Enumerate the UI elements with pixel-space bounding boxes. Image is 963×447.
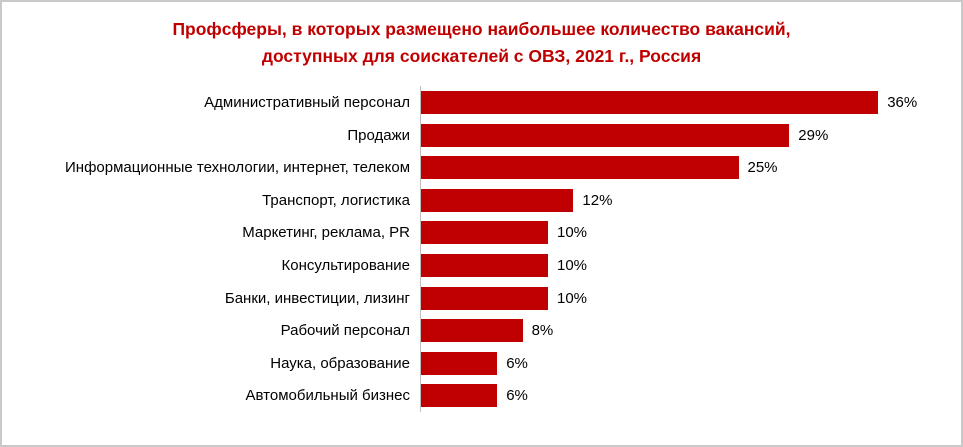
chart-row: Маркетинг, реклама, PR 10% — [2, 216, 961, 250]
category-label: Консультирование — [281, 257, 410, 275]
category-label: Административный персонал — [204, 94, 410, 112]
value-label: 6% — [506, 354, 528, 372]
value-label: 25% — [747, 159, 778, 177]
chart-rows: Административный персонал 36% Продажи 29% Ин… — [2, 86, 961, 413]
bar-area: 12% — [420, 184, 961, 217]
bar-area: 10% — [420, 249, 961, 282]
chart-title: Профсферы, в которых размещено наибольше… — [172, 19, 791, 67]
category-label: Наука, образование — [270, 354, 410, 372]
bar — [421, 254, 548, 278]
value-label: 6% — [506, 387, 528, 405]
bar-area: 29% — [420, 118, 961, 152]
bar-area: 10% — [420, 216, 961, 250]
chart-row: Банки, инвестиции, лизинг 10% — [2, 281, 961, 315]
bar-area: 6% — [420, 347, 961, 380]
bar — [421, 384, 498, 408]
chart-row: Автомобильный бизнес 6% — [2, 379, 961, 413]
category-label: Банки, инвестиции, лизинг — [224, 289, 410, 307]
bar — [421, 319, 523, 343]
bar-chart: Административный персонал 36% Продажи 29% Ин… — [2, 86, 961, 413]
bar-area: 6% — [420, 379, 961, 413]
value-label: 10% — [557, 289, 588, 307]
bar — [421, 91, 879, 115]
category-label: Транспорт, логистика — [262, 191, 410, 209]
category-label: Информационные технологии, интернет, тел… — [65, 159, 410, 177]
bar — [421, 221, 548, 245]
value-label: 10% — [557, 257, 588, 275]
value-label: 8% — [531, 322, 554, 340]
bar — [421, 351, 498, 375]
category-label: Автомобильный бизнес — [245, 387, 410, 405]
value-label: 36% — [887, 94, 918, 112]
value-label: 29% — [798, 126, 829, 144]
value-label: 10% — [557, 224, 588, 242]
bar-area: 8% — [420, 314, 961, 347]
value-label: 12% — [582, 191, 613, 209]
chart-row: Административный персонал 36% — [2, 86, 961, 119]
bar-area: 36% — [420, 86, 961, 119]
bar — [421, 156, 739, 180]
bar-area: 10% — [420, 281, 961, 315]
chart-row: Консультирование 10% — [2, 249, 961, 282]
chart-row: Наука, образование 6% — [2, 347, 961, 380]
category-label: Продажи — [347, 126, 410, 144]
chart-row: Рабочий персонал 8% — [2, 314, 961, 347]
bar — [421, 188, 574, 212]
category-label: Маркетинг, реклама, PR — [242, 224, 410, 242]
chart-row: Транспорт, логистика 12% — [2, 184, 961, 217]
bar — [421, 286, 548, 310]
chart-row: Продажи 29% — [2, 118, 961, 152]
category-label: Рабочий персонал — [280, 322, 410, 340]
chart-row: Информационные технологии, интернет, тел… — [2, 151, 961, 185]
bar-area: 25% — [420, 151, 961, 185]
bar — [421, 123, 790, 147]
